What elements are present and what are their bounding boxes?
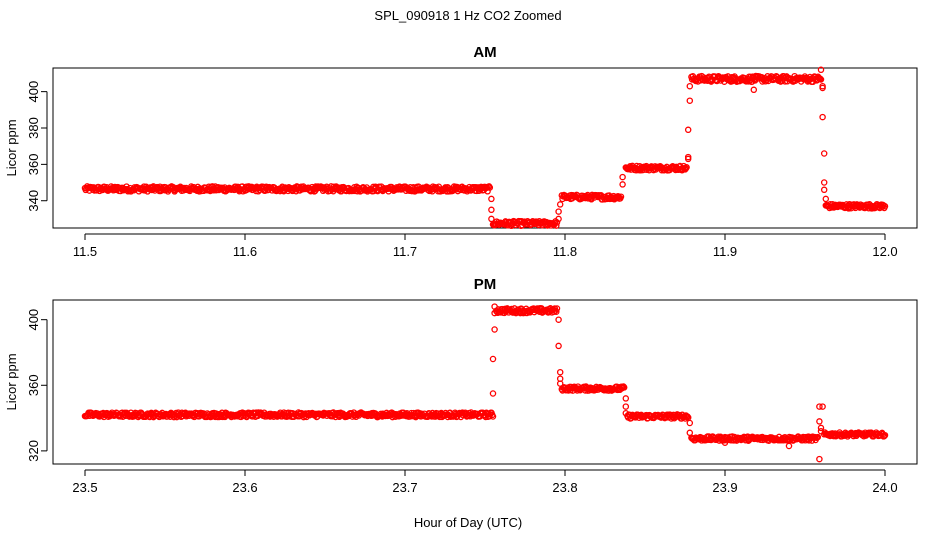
plot-frame-am bbox=[52, 67, 918, 229]
data-point bbox=[814, 433, 822, 441]
data-point bbox=[684, 126, 692, 134]
data-point bbox=[619, 173, 626, 181]
data-point bbox=[683, 164, 690, 171]
data-point bbox=[491, 303, 498, 310]
panel-pm: PM 23.5 23.6 23.7 23.8 23.9 24.0 320 360 400 Licor… bbox=[4, 276, 918, 495]
y-tick-label-am: 340 bbox=[26, 190, 41, 212]
y-tick-label-pm: 320 bbox=[26, 440, 41, 462]
y-tick-label-am: 360 bbox=[26, 154, 41, 176]
data-point bbox=[817, 427, 825, 435]
data-point bbox=[556, 380, 564, 387]
data-point bbox=[819, 113, 826, 121]
data-point bbox=[556, 368, 564, 376]
figure-x-axis-label: Hour of Day (UTC) bbox=[413, 515, 523, 530]
data-point bbox=[620, 384, 628, 391]
data-point bbox=[684, 153, 692, 161]
data-point bbox=[686, 429, 694, 437]
data-point bbox=[553, 222, 560, 229]
data-point bbox=[817, 66, 825, 74]
y-axis-label-am: Licor ppm bbox=[4, 119, 19, 176]
data-point bbox=[553, 305, 561, 312]
data-point bbox=[881, 203, 889, 210]
y-tick-label-am: 380 bbox=[26, 117, 41, 139]
x-tick-label-pm: 23.5 bbox=[72, 480, 97, 495]
data-point bbox=[816, 403, 823, 410]
x-tick-label-pm: 23.8 bbox=[552, 480, 577, 495]
data-point bbox=[715, 433, 722, 440]
plot-frame-pm bbox=[52, 299, 918, 465]
panel-am: AM 11.5 11.6 11.7 11.8 11.9 12.0 340 360 380 400 Li… bbox=[4, 44, 918, 259]
data-point bbox=[686, 97, 694, 104]
y-tick-label-pm: 360 bbox=[26, 374, 41, 396]
data-point bbox=[820, 150, 828, 157]
data-point bbox=[622, 409, 630, 417]
x-tick-label-pm: 23.7 bbox=[392, 480, 417, 495]
data-point bbox=[881, 431, 889, 439]
x-tick-label-am: 11.5 bbox=[73, 244, 97, 259]
data-point bbox=[556, 201, 564, 208]
x-tick-label-am: 12.0 bbox=[872, 244, 897, 259]
data-point bbox=[491, 326, 498, 333]
data-point bbox=[555, 342, 562, 350]
data-point bbox=[489, 413, 497, 420]
data-point bbox=[686, 82, 694, 90]
data-point bbox=[817, 76, 825, 83]
data-point bbox=[750, 86, 758, 94]
data-point bbox=[686, 419, 694, 427]
y-axis-label-pm: Licor ppm bbox=[4, 353, 19, 410]
panel-title-pm: PM bbox=[474, 276, 497, 293]
data-point bbox=[553, 219, 561, 226]
data-point bbox=[617, 193, 625, 200]
x-tick-label-pm: 23.6 bbox=[232, 480, 257, 495]
data-point bbox=[721, 439, 729, 446]
data-point bbox=[822, 195, 830, 203]
y-tick-label-am: 400 bbox=[26, 81, 41, 103]
data-point bbox=[820, 186, 828, 194]
x-tick-label-am: 11.7 bbox=[393, 244, 417, 259]
data-point bbox=[489, 390, 497, 397]
x-tick-label-pm: 23.9 bbox=[712, 480, 737, 495]
data-point bbox=[819, 84, 826, 92]
panel-title-am: AM bbox=[473, 44, 496, 61]
data-point bbox=[816, 418, 823, 425]
x-tick-label-pm: 24.0 bbox=[872, 480, 897, 495]
figure-title: SPL_090918 1 Hz CO2 Zoomed bbox=[374, 8, 562, 23]
data-point bbox=[819, 403, 826, 410]
data-point bbox=[817, 424, 825, 432]
data-points-am bbox=[81, 66, 889, 230]
x-tick-label-am: 11.6 bbox=[233, 244, 257, 259]
data-point bbox=[553, 308, 560, 315]
data-point bbox=[785, 442, 793, 450]
data-point bbox=[555, 208, 562, 215]
y-tick-label-pm: 400 bbox=[26, 309, 41, 331]
data-points-pm bbox=[81, 303, 889, 463]
data-point bbox=[488, 215, 495, 223]
x-tick-label-am: 11.9 bbox=[713, 244, 737, 259]
data-point bbox=[491, 309, 498, 317]
data-point bbox=[622, 403, 630, 410]
x-tick-label-am: 11.8 bbox=[553, 244, 577, 259]
data-point bbox=[820, 179, 828, 186]
data-point bbox=[488, 206, 495, 214]
data-point bbox=[555, 215, 562, 223]
data-point bbox=[489, 355, 497, 363]
data-point bbox=[488, 195, 495, 203]
data-point bbox=[619, 181, 626, 188]
data-point bbox=[486, 184, 494, 191]
data-point bbox=[555, 316, 562, 323]
data-point bbox=[816, 455, 823, 463]
data-point bbox=[622, 395, 630, 402]
